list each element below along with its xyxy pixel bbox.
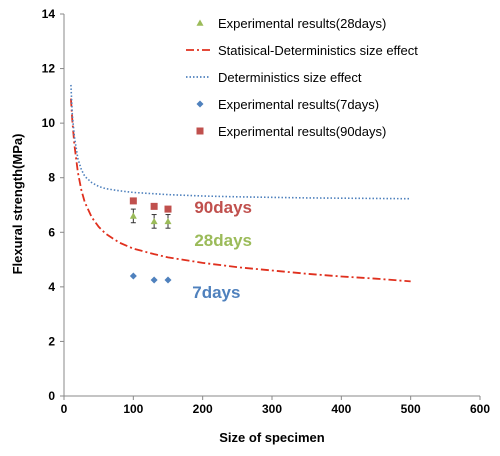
legend-label: Experimental results(90days) bbox=[218, 124, 386, 139]
axes: 0 2 4 6 8 10 12 14 0 100 200 300 400 500 600 bbox=[42, 7, 491, 416]
series-2 bbox=[70, 84, 411, 200]
legend-entry: Experimental results(28days) bbox=[196, 16, 386, 31]
series-line bbox=[70, 84, 411, 200]
series-1 bbox=[70, 98, 411, 283]
y-tick-label: 6 bbox=[48, 225, 55, 239]
annotation-label: 7days bbox=[192, 283, 240, 302]
legend-label: Experimental results(7days) bbox=[218, 97, 379, 112]
series-3 bbox=[129, 272, 172, 284]
data-point bbox=[164, 205, 172, 213]
legend-label: Experimental results(28days) bbox=[218, 16, 386, 31]
y-axis-label: Flexural strength(MPa) bbox=[10, 134, 25, 275]
data-point bbox=[150, 217, 158, 225]
data-point bbox=[164, 276, 172, 284]
data-point bbox=[150, 276, 158, 284]
data-point bbox=[164, 217, 172, 225]
x-tick-label: 400 bbox=[331, 402, 351, 416]
annotation-layer: 90days 28days 7days bbox=[192, 198, 252, 302]
data-point bbox=[129, 272, 137, 280]
series-4 bbox=[129, 197, 172, 213]
legend-label: Deterministics size effect bbox=[218, 70, 362, 85]
legend-marker-swatch bbox=[196, 19, 204, 26]
x-tick-label: 600 bbox=[470, 402, 490, 416]
x-tick-label: 300 bbox=[262, 402, 282, 416]
x-tick-label: 500 bbox=[401, 402, 421, 416]
data-point bbox=[150, 202, 158, 210]
y-tick-label: 12 bbox=[42, 62, 56, 76]
legend-entry: Deterministics size effect bbox=[186, 70, 362, 85]
y-tick-label: 2 bbox=[48, 334, 55, 348]
legend-marker-swatch bbox=[196, 127, 204, 135]
series-layer bbox=[70, 84, 411, 284]
legend-entry: Experimental results(90days) bbox=[196, 124, 386, 139]
x-tick-label: 200 bbox=[193, 402, 213, 416]
series-0 bbox=[129, 208, 172, 229]
data-point bbox=[129, 197, 137, 205]
series-line bbox=[70, 98, 411, 283]
data-point bbox=[129, 212, 137, 219]
x-tick-label: 100 bbox=[123, 402, 143, 416]
y-tick-label: 8 bbox=[48, 171, 55, 185]
annotation-label: 28days bbox=[194, 231, 252, 250]
legend-entry: Experimental results(7days) bbox=[196, 97, 379, 112]
x-tick-label: 0 bbox=[61, 402, 68, 416]
legend-entry: Statisical-Deterministics size effect bbox=[186, 43, 418, 58]
annotation-label: 90days bbox=[194, 198, 252, 217]
legend-label: Statisical-Deterministics size effect bbox=[218, 43, 418, 58]
y-tick-label: 10 bbox=[42, 116, 56, 130]
y-tick-label: 0 bbox=[48, 389, 55, 403]
y-tick-label: 4 bbox=[48, 280, 55, 294]
legend-marker-swatch bbox=[196, 100, 204, 108]
legend: Experimental results(28days) Statisical-D… bbox=[186, 16, 418, 139]
y-tick-label: 14 bbox=[42, 7, 56, 21]
x-axis-label: Size of specimen bbox=[219, 430, 325, 445]
